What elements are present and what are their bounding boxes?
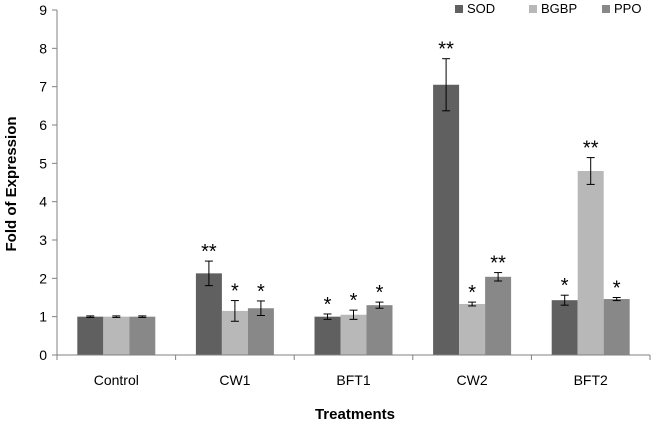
bar-bgbp [459,304,486,355]
significance-marker: * [324,294,332,316]
bar-ppo [485,276,512,355]
significance-marker: * [231,281,239,303]
legend-label-bgbp: BGBP [541,1,577,16]
bar-ppo [366,305,393,355]
significance-marker: * [257,281,265,303]
bar-sod [77,316,104,355]
legend-swatch-bgbp [529,5,537,13]
x-tick-label: BFT1 [336,372,370,388]
legend-label-ppo: PPO [614,1,641,16]
bar-bgbp [103,316,130,355]
significance-marker: ** [438,39,454,61]
x-tick-label: CW1 [219,372,250,388]
y-tick-label: 4 [39,194,47,210]
bar-ppo [129,316,156,355]
y-tick-label: 7 [39,79,47,95]
x-tick-label: CW2 [457,372,488,388]
y-tick-label: 2 [39,270,47,286]
y-tick-label: 8 [39,40,47,56]
bar-ppo [603,299,630,355]
bar-sod [433,84,460,355]
y-tick-label: 9 [39,2,47,18]
bar-bgbp [577,171,604,355]
x-tick-label: Control [94,372,139,388]
significance-marker: ** [490,253,506,275]
bar-sod [551,300,578,355]
y-tick-label: 3 [39,232,47,248]
bar-sod [314,316,341,355]
bars [77,84,630,355]
y-axis-ticks: 0 1 2 3 4 5 6 7 8 9 [39,2,57,363]
significance-marker: ** [201,241,217,263]
x-tick-label: BFT2 [574,372,608,388]
significance-marker: * [613,278,621,300]
y-tick-label: 0 [39,347,47,363]
y-axis-label: Fold of Expression [3,116,20,251]
significance-marker: * [376,282,384,304]
error-bars [86,58,621,322]
significance-marker: ** [583,138,599,160]
y-tick-label: 6 [39,117,47,133]
x-axis-ticks: Control CW1 BFT1 CW2 BFT2 [56,355,651,388]
bar-bgbp [340,314,367,355]
bar-ppo [247,308,274,355]
y-tick-label: 5 [39,155,47,171]
axes [56,10,650,356]
y-tick-label: 1 [39,309,47,325]
legend-swatch-sod [455,5,463,13]
legend: SOD BGBP PPO [455,1,641,16]
significance-markers: ******* * **** **** [201,39,621,316]
significance-marker: * [561,275,569,297]
significance-marker: * [350,290,358,312]
bar-sod [195,273,222,355]
x-axis-label: Treatments [315,406,395,423]
legend-swatch-ppo [602,5,610,13]
significance-marker: * [468,282,476,304]
legend-label-sod: SOD [467,1,495,16]
